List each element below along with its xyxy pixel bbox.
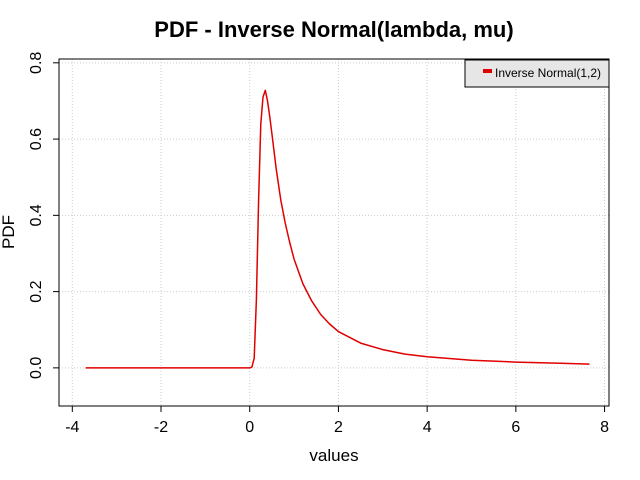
y-axis: 0.0 0.2 0.4 0.6 0.8 (28, 52, 59, 379)
x-tick-label: -2 (154, 419, 168, 436)
y-tick-label: 0.2 (28, 280, 45, 302)
y-tick-label: 0.8 (28, 52, 45, 74)
y-axis-label: PDF (0, 215, 18, 249)
x-axis-label: values (309, 446, 358, 465)
series-line (85, 89, 590, 369)
chart-title: PDF - Inverse Normal(lambda, mu) (154, 17, 513, 42)
y-tick-label: 0.6 (28, 128, 45, 150)
x-tick-label: 0 (245, 419, 254, 436)
x-tick-label: 6 (511, 419, 520, 436)
legend-box (464, 59, 610, 88)
y-tick-label: 0.0 (28, 357, 45, 379)
x-tick-label: 2 (334, 419, 343, 436)
grid (59, 59, 609, 406)
legend: Inverse Normal(1,2) (464, 59, 610, 88)
plot-border (58, 58, 610, 407)
plot-frame (58, 58, 610, 407)
legend-swatch (483, 69, 492, 73)
x-tick-label: 4 (423, 419, 432, 436)
x-tick-label: -4 (65, 419, 79, 436)
x-axis: -4 -2 0 2 4 6 8 (65, 406, 609, 436)
legend-label: Inverse Normal(1,2) (495, 66, 601, 80)
y-tick-label: 0.4 (28, 204, 45, 226)
series-layer (85, 89, 590, 369)
x-tick-label: 8 (600, 419, 609, 436)
